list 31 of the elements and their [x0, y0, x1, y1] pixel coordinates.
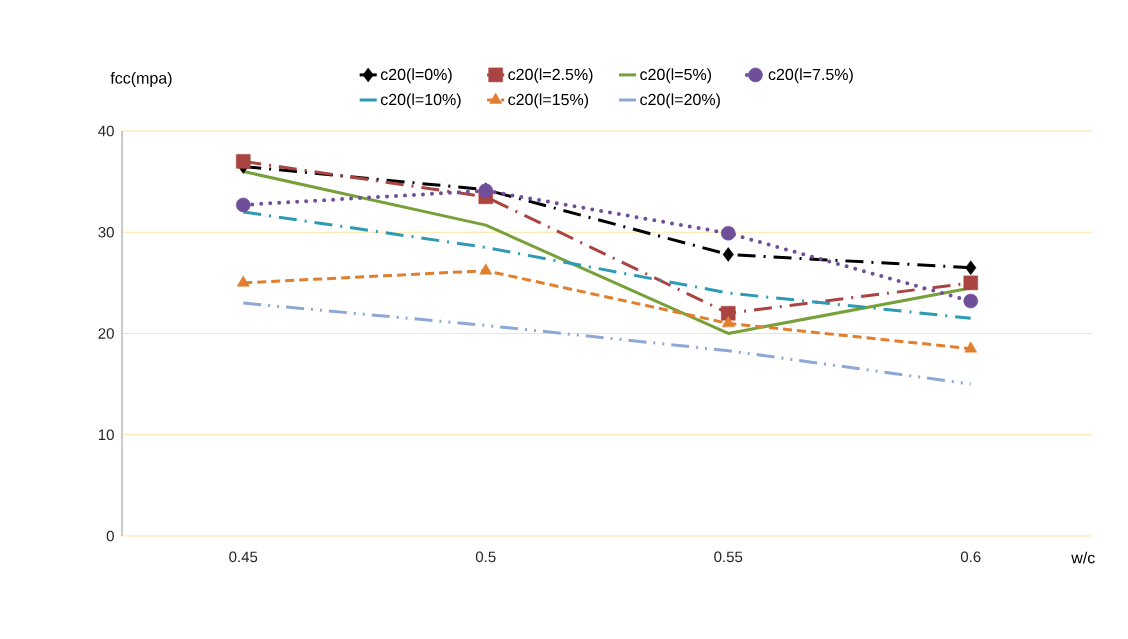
point [721, 305, 736, 321]
point [236, 197, 251, 213]
x-tick-label: 0.55 [714, 551, 743, 563]
y-axis-title: fcc(mpa) [110, 72, 172, 87]
y-tick-label: 10 [98, 429, 114, 441]
legend-label: c20(l=5%) [640, 68, 712, 84]
legend-label: c20(l=7.5%) [768, 68, 853, 84]
point [964, 341, 978, 353]
point [479, 263, 493, 275]
point [963, 293, 978, 309]
line-series [241, 301, 973, 386]
legend-label: c20(l=20%) [640, 93, 720, 109]
y-tick-label: 0 [106, 530, 114, 542]
y-tick-label: 40 [98, 125, 114, 137]
x-axis-title: w/c [1071, 551, 1095, 564]
point [721, 316, 735, 328]
y-tick-label: 20 [98, 328, 114, 339]
legend-label: c20(l=0%) [380, 68, 452, 84]
point [965, 260, 977, 275]
point [236, 275, 250, 287]
point [721, 226, 736, 241]
x-tick-label: 0.5 [475, 551, 496, 563]
legend-label: c20(l=2.5%) [508, 68, 593, 84]
point [236, 154, 251, 169]
legend-label: c20(l=10%) [380, 93, 461, 109]
legend-label: c20(l=15%) [508, 93, 589, 109]
y-tick-label: 30 [98, 226, 114, 238]
x-tick-label: 0.45 [229, 551, 258, 563]
point [722, 247, 734, 262]
x-tick-label: 0.6 [960, 551, 981, 563]
point [963, 275, 978, 291]
